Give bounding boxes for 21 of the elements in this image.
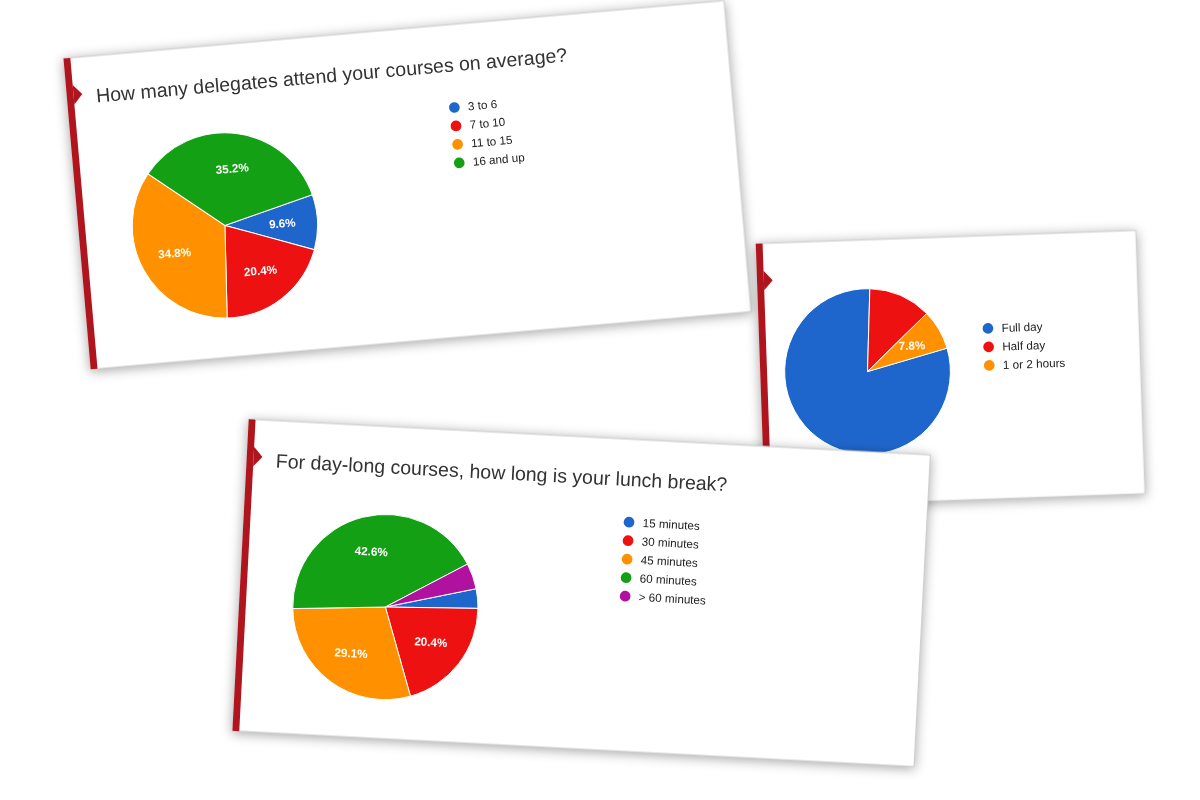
- data-label: 9.6%: [268, 215, 297, 231]
- legend-label: 16 and up: [472, 150, 526, 168]
- data-label: 34.8%: [157, 244, 193, 261]
- legend-label: 3 to 6: [467, 96, 498, 113]
- legend-label: > 60 minutes: [638, 589, 707, 607]
- legend-label: Full day: [1001, 319, 1043, 334]
- data-label: 29.1%: [334, 645, 369, 661]
- legend-label: 30 minutes: [641, 534, 700, 551]
- legend-label: 11 to 15: [470, 132, 514, 150]
- data-label: 20.4%: [243, 262, 279, 279]
- legend-label: 60 minutes: [639, 571, 698, 588]
- data-label: 20.4%: [414, 634, 449, 650]
- data-label: 42.6%: [354, 543, 389, 559]
- chart-title: For day-long courses, how long is your lunch break?: [275, 449, 728, 496]
- legend-label: 15 minutes: [642, 515, 701, 532]
- legend-label: 1 or 2 hours: [1002, 355, 1066, 371]
- data-label: 35.2%: [215, 160, 250, 176]
- legend-label: 7 to 10: [468, 114, 507, 131]
- data-label: 7.8%: [898, 338, 926, 353]
- legend-label: Half day: [1002, 337, 1046, 353]
- legend-label: 45 minutes: [640, 552, 699, 569]
